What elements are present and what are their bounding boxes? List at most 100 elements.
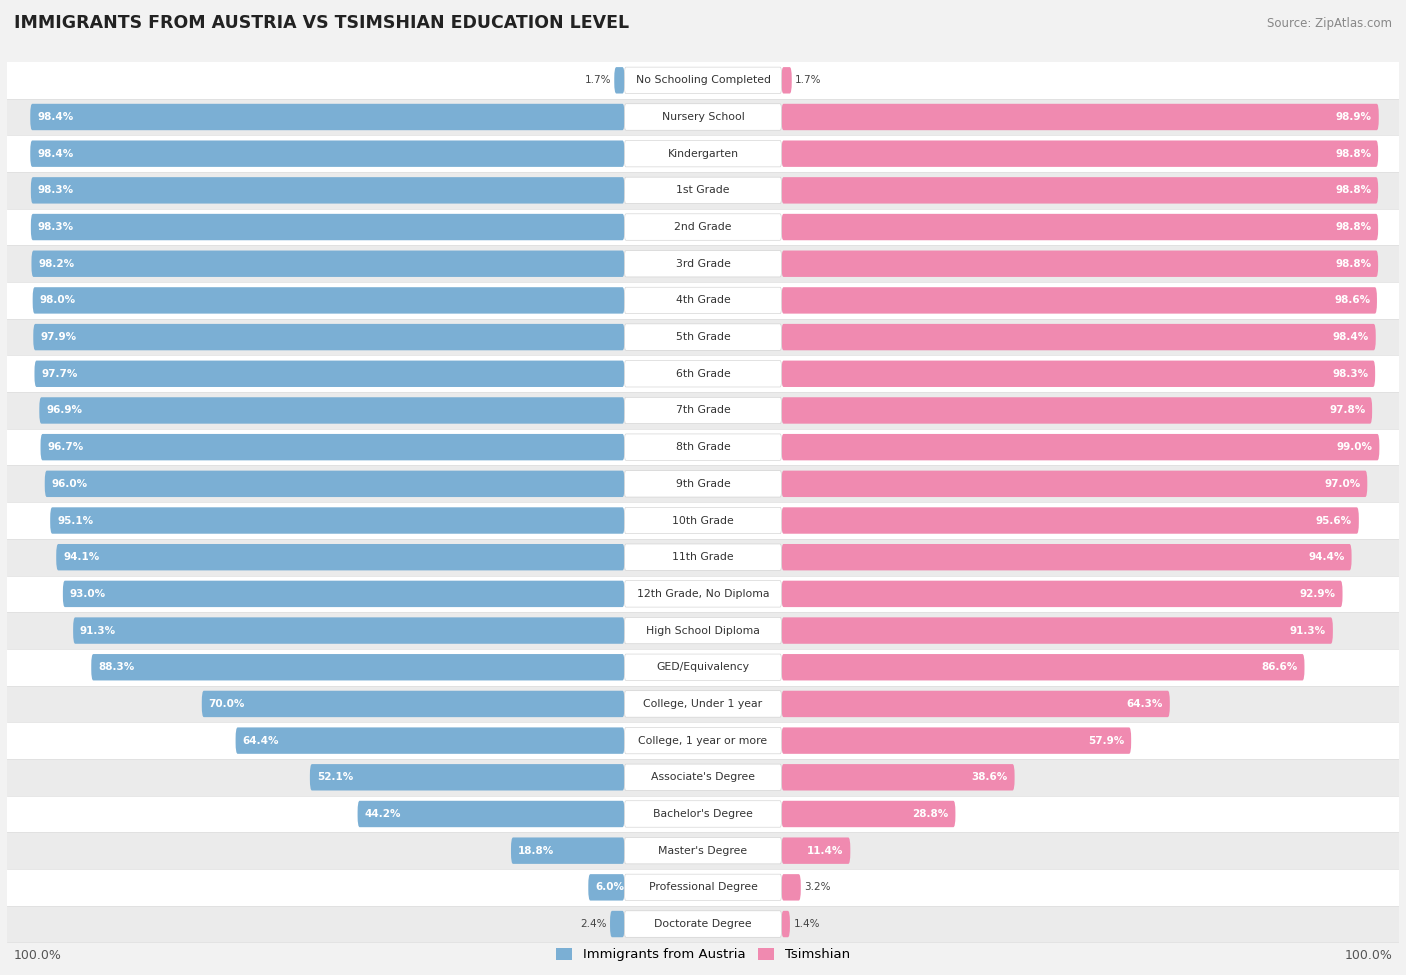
Bar [7, 356, 1399, 392]
FancyBboxPatch shape [624, 690, 782, 718]
FancyBboxPatch shape [782, 214, 1378, 240]
FancyBboxPatch shape [588, 875, 624, 901]
FancyBboxPatch shape [624, 507, 782, 533]
FancyBboxPatch shape [56, 544, 624, 570]
FancyBboxPatch shape [782, 875, 801, 901]
FancyBboxPatch shape [782, 838, 851, 864]
FancyBboxPatch shape [610, 911, 624, 937]
Text: 100.0%: 100.0% [1344, 949, 1392, 961]
Text: 2.4%: 2.4% [581, 919, 606, 929]
Text: IMMIGRANTS FROM AUSTRIA VS TSIMSHIAN EDUCATION LEVEL: IMMIGRANTS FROM AUSTRIA VS TSIMSHIAN EDU… [14, 15, 628, 32]
FancyBboxPatch shape [782, 690, 1170, 718]
Text: 94.1%: 94.1% [63, 552, 100, 563]
Bar [7, 833, 1399, 869]
Bar [7, 319, 1399, 356]
Bar [7, 136, 1399, 172]
Text: 11th Grade: 11th Grade [672, 552, 734, 563]
FancyBboxPatch shape [782, 67, 792, 94]
Text: 44.2%: 44.2% [364, 809, 401, 819]
Bar [7, 759, 1399, 796]
Text: 91.3%: 91.3% [1289, 626, 1326, 636]
Text: 3rd Grade: 3rd Grade [675, 258, 731, 269]
FancyBboxPatch shape [510, 838, 624, 864]
FancyBboxPatch shape [624, 397, 782, 424]
Text: 98.3%: 98.3% [38, 222, 73, 232]
FancyBboxPatch shape [34, 324, 624, 350]
Text: 1.7%: 1.7% [796, 75, 821, 85]
FancyBboxPatch shape [91, 654, 624, 681]
Text: 98.6%: 98.6% [1334, 295, 1369, 305]
Text: 98.4%: 98.4% [1333, 332, 1369, 342]
Text: 100.0%: 100.0% [14, 949, 62, 961]
FancyBboxPatch shape [31, 177, 624, 204]
Text: 98.9%: 98.9% [1336, 112, 1372, 122]
Text: 96.7%: 96.7% [48, 442, 83, 452]
Text: Source: ZipAtlas.com: Source: ZipAtlas.com [1267, 17, 1392, 30]
Text: 6th Grade: 6th Grade [676, 369, 730, 378]
Text: Nursery School: Nursery School [662, 112, 744, 122]
FancyBboxPatch shape [782, 103, 1379, 131]
FancyBboxPatch shape [39, 397, 624, 424]
Text: 98.3%: 98.3% [1333, 369, 1368, 378]
Text: 98.2%: 98.2% [38, 258, 75, 269]
Text: 1.7%: 1.7% [585, 75, 610, 85]
FancyBboxPatch shape [624, 727, 782, 754]
FancyBboxPatch shape [624, 140, 782, 167]
FancyBboxPatch shape [41, 434, 624, 460]
Bar [7, 502, 1399, 539]
Text: 98.4%: 98.4% [37, 148, 73, 159]
FancyBboxPatch shape [202, 690, 624, 718]
FancyBboxPatch shape [782, 140, 1378, 167]
Text: 38.6%: 38.6% [972, 772, 1008, 782]
FancyBboxPatch shape [782, 471, 1367, 497]
Text: 6.0%: 6.0% [595, 882, 624, 892]
Text: 93.0%: 93.0% [70, 589, 105, 599]
FancyBboxPatch shape [32, 288, 624, 314]
Text: Kindergarten: Kindergarten [668, 148, 738, 159]
FancyBboxPatch shape [51, 507, 624, 533]
Text: 5th Grade: 5th Grade [676, 332, 730, 342]
Bar [7, 612, 1399, 649]
Bar [7, 429, 1399, 465]
Text: No Schooling Completed: No Schooling Completed [636, 75, 770, 85]
Text: Bachelor's Degree: Bachelor's Degree [652, 809, 754, 819]
Bar [7, 685, 1399, 722]
Bar [7, 539, 1399, 575]
FancyBboxPatch shape [624, 324, 782, 350]
Text: 99.0%: 99.0% [1337, 442, 1372, 452]
Text: 57.9%: 57.9% [1088, 735, 1125, 746]
Text: 98.8%: 98.8% [1336, 185, 1371, 195]
Text: 4th Grade: 4th Grade [676, 295, 730, 305]
Bar [7, 282, 1399, 319]
Bar [7, 649, 1399, 685]
FancyBboxPatch shape [624, 251, 782, 277]
FancyBboxPatch shape [35, 361, 624, 387]
FancyBboxPatch shape [782, 288, 1376, 314]
Text: 7th Grade: 7th Grade [676, 406, 730, 415]
Text: 98.8%: 98.8% [1336, 148, 1371, 159]
Bar [7, 575, 1399, 612]
Text: 95.6%: 95.6% [1316, 516, 1353, 526]
FancyBboxPatch shape [45, 471, 624, 497]
Text: 98.8%: 98.8% [1336, 222, 1371, 232]
Text: 97.7%: 97.7% [41, 369, 77, 378]
Bar [7, 62, 1399, 98]
Bar [7, 392, 1399, 429]
Text: 8th Grade: 8th Grade [676, 442, 730, 452]
Text: 3.2%: 3.2% [804, 882, 831, 892]
Text: 98.4%: 98.4% [37, 112, 73, 122]
Text: 2nd Grade: 2nd Grade [675, 222, 731, 232]
Bar [7, 465, 1399, 502]
Text: Associate's Degree: Associate's Degree [651, 772, 755, 782]
Text: 98.0%: 98.0% [39, 295, 76, 305]
Text: 52.1%: 52.1% [316, 772, 353, 782]
FancyBboxPatch shape [624, 67, 782, 94]
FancyBboxPatch shape [31, 214, 624, 240]
Text: 64.3%: 64.3% [1126, 699, 1163, 709]
Text: 64.4%: 64.4% [242, 735, 278, 746]
FancyBboxPatch shape [624, 288, 782, 314]
Bar [7, 98, 1399, 136]
FancyBboxPatch shape [624, 911, 782, 937]
FancyBboxPatch shape [782, 727, 1132, 754]
Text: 1.4%: 1.4% [793, 919, 820, 929]
